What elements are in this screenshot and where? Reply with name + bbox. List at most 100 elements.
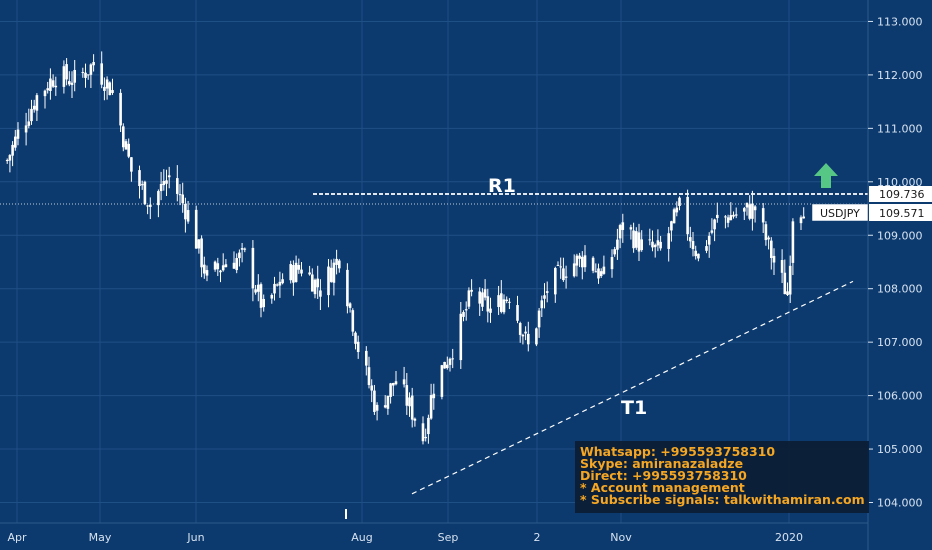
candle bbox=[146, 205, 149, 215]
y-tick-label: 110.000 bbox=[877, 176, 923, 189]
candle bbox=[675, 201, 679, 217]
candle bbox=[670, 220, 673, 242]
candle bbox=[516, 295, 519, 324]
resistance-label: R1 bbox=[488, 175, 516, 197]
candle bbox=[238, 249, 241, 267]
candle bbox=[632, 222, 635, 253]
candle bbox=[799, 215, 803, 230]
candle bbox=[508, 298, 511, 310]
candle bbox=[616, 228, 619, 260]
candle bbox=[402, 366, 406, 388]
candle bbox=[502, 294, 506, 315]
candle bbox=[451, 348, 454, 369]
candle bbox=[186, 201, 190, 224]
candle bbox=[316, 265, 319, 299]
x-tick-label: Aug bbox=[351, 531, 372, 544]
svg-text:109.736: 109.736 bbox=[879, 188, 925, 201]
candle bbox=[772, 248, 776, 276]
candle bbox=[489, 297, 492, 323]
candle bbox=[761, 203, 765, 233]
candle bbox=[332, 258, 336, 296]
candle bbox=[124, 139, 128, 150]
candle bbox=[278, 271, 282, 298]
candle bbox=[219, 269, 222, 283]
info-signals: * Subscribe signals: talkwithamiran.com bbox=[580, 492, 865, 507]
candle bbox=[16, 122, 20, 146]
candles bbox=[5, 51, 805, 445]
candle bbox=[257, 274, 260, 302]
candle bbox=[130, 157, 133, 182]
candle bbox=[767, 235, 770, 250]
candle bbox=[149, 197, 152, 220]
candle bbox=[591, 256, 595, 274]
candle bbox=[743, 206, 746, 221]
candle bbox=[43, 89, 47, 109]
candle bbox=[81, 67, 85, 78]
candle bbox=[788, 255, 792, 304]
candle bbox=[464, 301, 468, 321]
candle bbox=[497, 285, 500, 315]
candle bbox=[783, 259, 787, 295]
candle bbox=[24, 112, 28, 146]
candle bbox=[651, 230, 654, 252]
candle bbox=[243, 247, 247, 253]
candle bbox=[421, 416, 425, 445]
candle bbox=[138, 165, 141, 199]
candle bbox=[84, 63, 87, 88]
x-tick-label: Apr bbox=[7, 531, 27, 544]
candle bbox=[726, 214, 730, 228]
candle bbox=[667, 226, 670, 262]
candle bbox=[65, 58, 68, 86]
candle bbox=[427, 414, 430, 444]
candle bbox=[49, 68, 52, 100]
candle bbox=[602, 255, 606, 275]
candle bbox=[240, 242, 244, 263]
candle bbox=[216, 257, 220, 277]
candle bbox=[5, 158, 9, 164]
candle bbox=[103, 77, 106, 101]
candle bbox=[467, 287, 471, 310]
x-tick-label: Sep bbox=[438, 531, 459, 544]
candle bbox=[157, 189, 160, 218]
trendline-label: T1 bbox=[621, 397, 647, 419]
candle bbox=[370, 379, 373, 403]
candle bbox=[289, 260, 292, 284]
candle bbox=[348, 302, 352, 313]
candle bbox=[745, 202, 749, 216]
candle bbox=[786, 282, 789, 297]
candle bbox=[748, 195, 751, 221]
candle bbox=[297, 258, 301, 274]
candle bbox=[462, 310, 465, 322]
candle bbox=[30, 99, 33, 125]
candle bbox=[705, 240, 708, 254]
candle bbox=[751, 190, 754, 231]
candle bbox=[165, 169, 168, 197]
candle bbox=[429, 383, 433, 420]
candle bbox=[329, 259, 333, 283]
candle bbox=[521, 333, 525, 345]
candle bbox=[159, 171, 163, 201]
candle bbox=[351, 308, 355, 336]
candle bbox=[235, 253, 238, 274]
candle bbox=[143, 180, 147, 206]
candle bbox=[802, 207, 805, 219]
candle bbox=[313, 278, 317, 299]
candle bbox=[535, 327, 538, 347]
candle bbox=[686, 189, 689, 241]
candle bbox=[734, 207, 738, 219]
candle bbox=[629, 224, 633, 240]
candle bbox=[640, 230, 643, 252]
candle bbox=[335, 249, 338, 275]
candle bbox=[100, 51, 103, 89]
y-tick-label: 109.000 bbox=[877, 229, 923, 242]
candle bbox=[559, 257, 562, 279]
candle bbox=[221, 253, 225, 272]
candle bbox=[716, 202, 719, 223]
candle bbox=[367, 356, 371, 389]
x-tick-label: Jun bbox=[186, 531, 204, 544]
candle bbox=[184, 197, 187, 233]
x-tick-label: 2020 bbox=[775, 531, 803, 544]
candle bbox=[327, 258, 330, 308]
candle bbox=[389, 382, 392, 404]
